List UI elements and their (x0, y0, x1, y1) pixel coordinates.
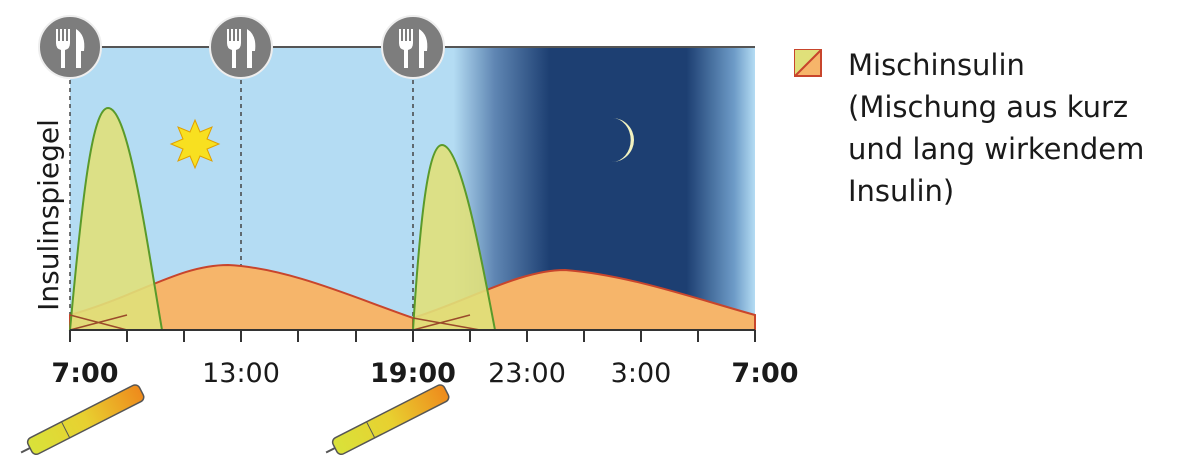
legend-description: und lang wirkendem (848, 132, 1144, 166)
x-tick-label: 13:00 (202, 358, 280, 389)
pens (17, 383, 450, 459)
x-tick-label: 7:00 (51, 358, 118, 389)
meal-icon (210, 16, 272, 78)
insulin-pen (17, 383, 145, 459)
meal-icon (382, 16, 444, 78)
legend: Mischinsulin (Mischung aus kurz und lang… (795, 48, 1144, 208)
x-tick-label: 19:00 (370, 358, 456, 389)
y-axis-label: Insulinspiegel (32, 119, 65, 311)
x-tick-label: 7:00 (731, 358, 798, 389)
page: {"axis": {"y_label": "Insulinspiegel", "… (0, 0, 1200, 459)
diagram: Insulinspiegel 7:0013:0019:0023:003:007:… (0, 0, 1200, 459)
sun (171, 120, 219, 168)
legend-description: (Mischung aus kurz (848, 90, 1128, 124)
plot (70, 47, 755, 342)
x-tick-marks (70, 330, 755, 342)
x-tick-label: 3:00 (611, 358, 672, 389)
x-tick-label: 23:00 (488, 358, 566, 389)
insulin-pen (322, 383, 450, 459)
legend-title: Mischinsulin (848, 48, 1025, 82)
legend-description: Insulin) (848, 174, 954, 208)
x-tick-labels: 7:00 13:00 19:00 23:00 3:00 7:00 (51, 358, 798, 389)
meal-icon (39, 16, 101, 78)
